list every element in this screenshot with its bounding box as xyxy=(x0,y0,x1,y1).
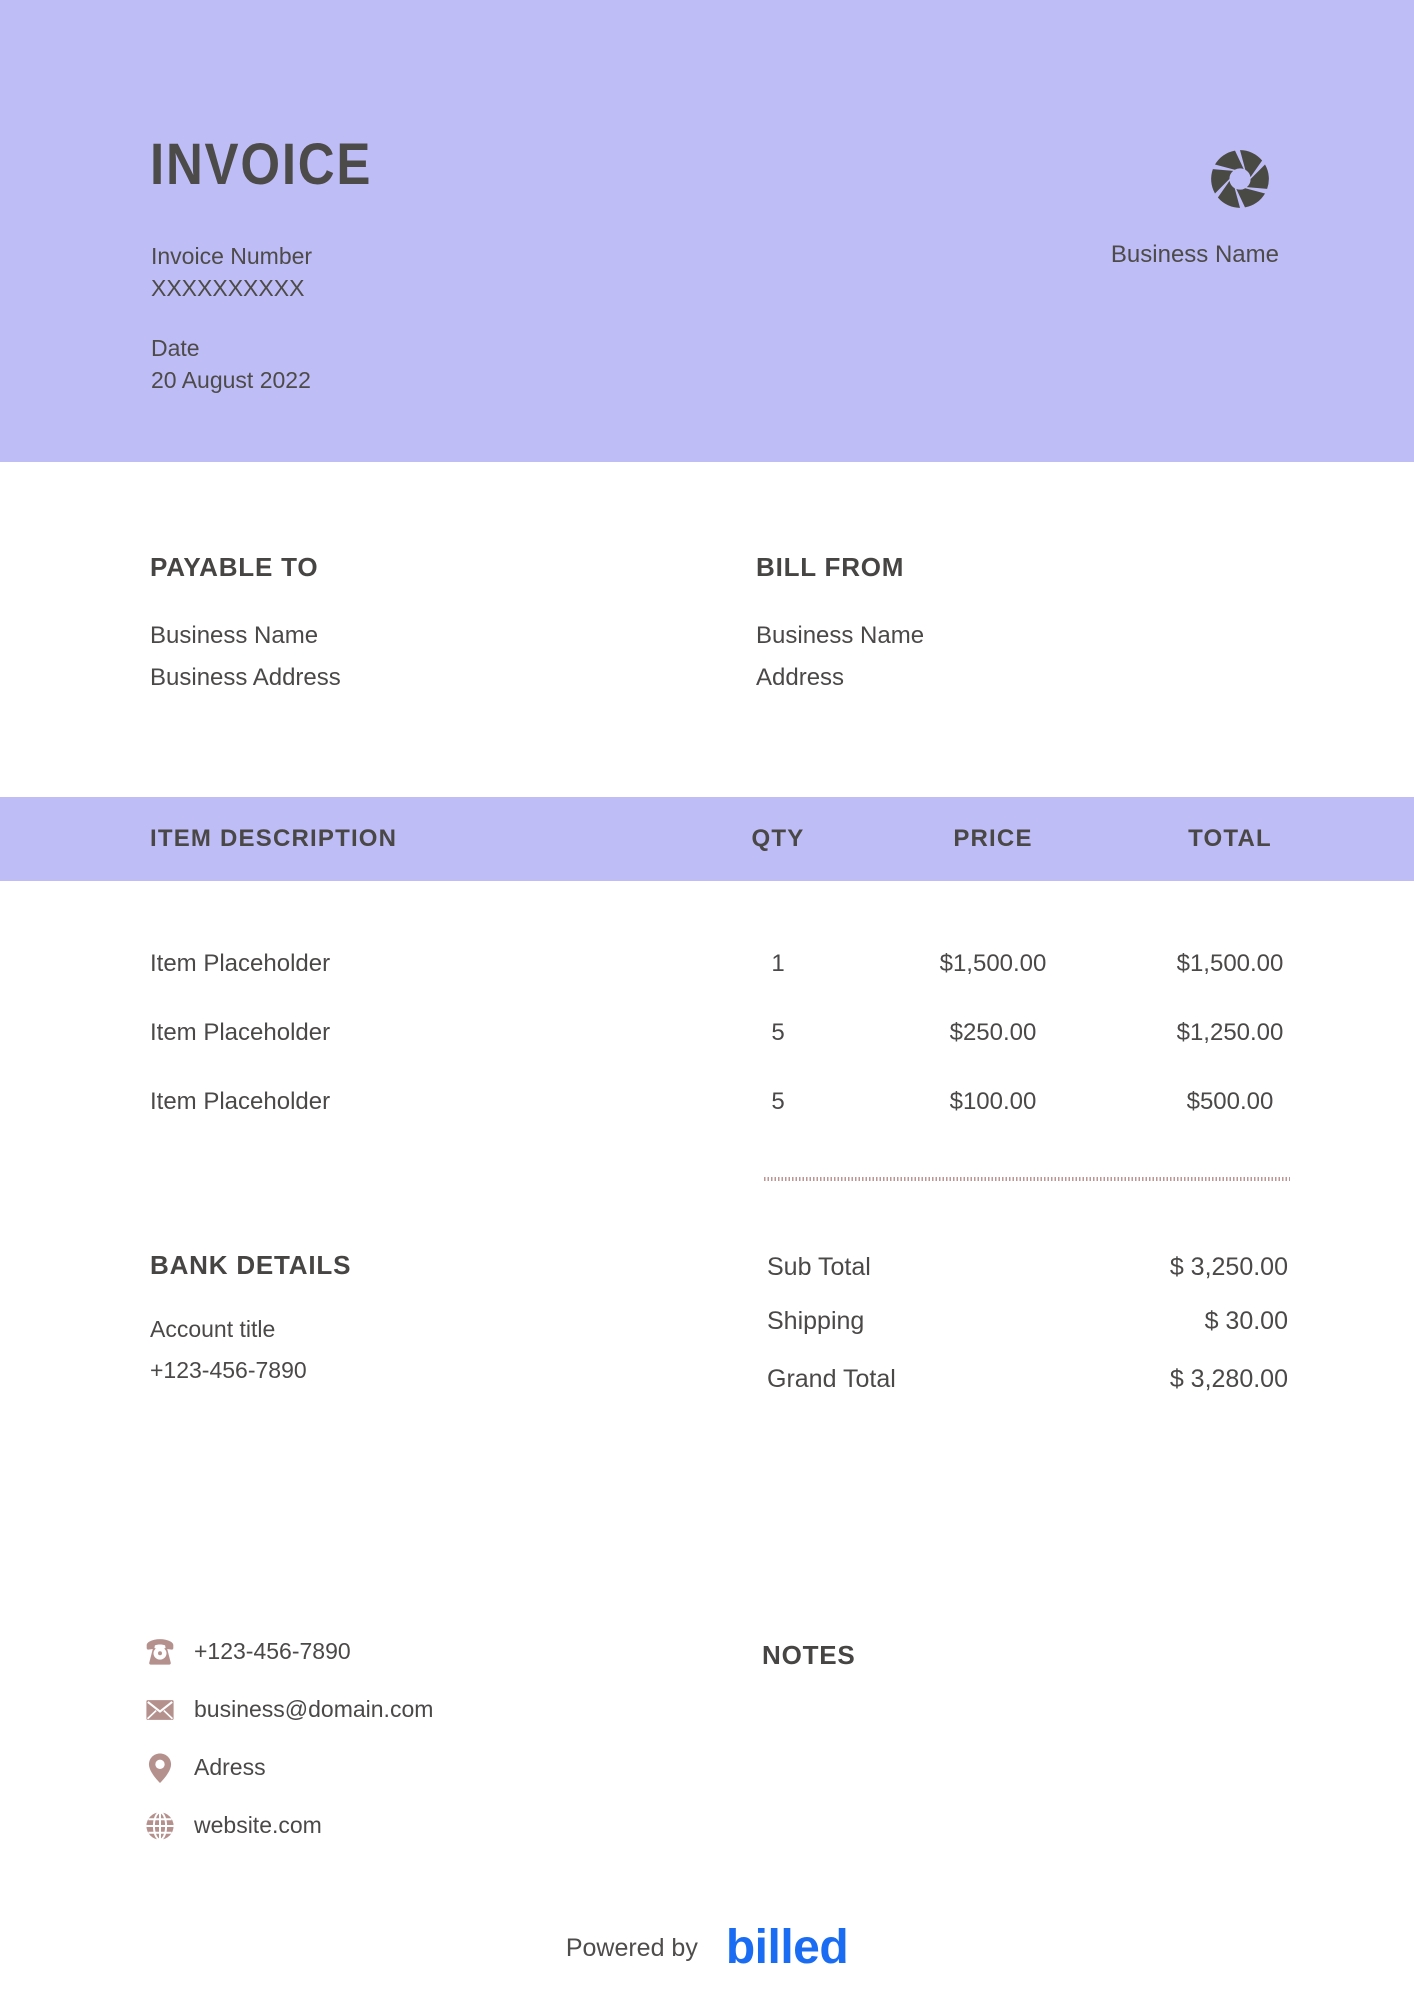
page-title: INVOICE xyxy=(150,132,373,197)
col-header-price: PRICE xyxy=(953,825,1033,852)
invoice-number-block: Invoice Number XXXXXXXXXX xyxy=(151,240,312,304)
location-icon xyxy=(143,1751,177,1785)
grand-total-label: Grand Total xyxy=(767,1365,896,1393)
item-total: $500.00 xyxy=(1186,1087,1274,1115)
bank-details-heading: BANK DETAILS xyxy=(150,1250,352,1280)
bank-details-section: BANK DETAILS Account title +123-456-7890 xyxy=(150,1250,351,1391)
item-description: Item Placeholder xyxy=(150,1087,331,1115)
notes-heading: NOTES xyxy=(762,1640,856,1670)
item-description: Item Placeholder xyxy=(150,1018,331,1046)
item-total: $1,250.00 xyxy=(1176,1018,1284,1046)
payable-to-address: Business Address xyxy=(150,664,341,691)
items-table-header: ITEM DESCRIPTION QTY PRICE TOTAL xyxy=(0,797,1414,881)
totals-divider xyxy=(764,1177,1290,1181)
email-icon xyxy=(143,1693,177,1727)
col-header-total: TOTAL xyxy=(1188,825,1272,852)
header-business-name: Business Name xyxy=(1110,241,1279,268)
invoice-date-label: Date xyxy=(151,335,200,361)
powered-by-text: Powered by xyxy=(565,1933,698,1962)
table-row: Item Placeholder 5 $100.00 $500.00 xyxy=(0,1067,1414,1136)
invoice-date-block: Date 20 August 2022 xyxy=(151,332,311,396)
footer: Powered by billed xyxy=(0,1916,1414,1980)
payable-to-heading: PAYABLE TO xyxy=(150,552,319,582)
subtotal-value: $ 3,250.00 xyxy=(1169,1253,1288,1281)
item-price: $1,500.00 xyxy=(939,949,1047,977)
items-table-body: Item Placeholder 1 $1,500.00 $1,500.00 I… xyxy=(0,929,1414,1136)
contact-phone-row: +123-456-7890 xyxy=(143,1631,351,1672)
contact-address-text: Adress xyxy=(194,1754,266,1780)
phone-icon xyxy=(143,1635,177,1669)
contact-email-text: business@domain.com xyxy=(194,1696,434,1722)
contact-website-text: website.com xyxy=(194,1812,322,1838)
payable-to-name: Business Name xyxy=(150,622,319,649)
invoice-number-value: XXXXXXXXXX xyxy=(151,275,305,301)
shipping-value: $ 30.00 xyxy=(1204,1307,1288,1335)
notes-section: NOTES xyxy=(762,1640,856,1670)
item-qty: 5 xyxy=(771,1087,785,1115)
summary-row-subtotal: Sub Total $ 3,250.00 xyxy=(767,1253,1288,1282)
grand-total-value: $ 3,280.00 xyxy=(1169,1365,1288,1393)
col-header-description: ITEM DESCRIPTION xyxy=(150,825,398,852)
item-qty: 5 xyxy=(771,1018,785,1046)
bill-from-name: Business Name xyxy=(756,622,925,649)
contact-address-row: Adress xyxy=(143,1747,266,1788)
col-header-qty: QTY xyxy=(751,825,805,852)
item-total: $1,500.00 xyxy=(1176,949,1284,977)
billed-logo-link[interactable]: billed xyxy=(725,1921,849,1974)
invoice-header-band: INVOICE Invoice Number XXXXXXXXXX Date 2… xyxy=(0,0,1414,462)
bill-from-heading: BILL FROM xyxy=(756,552,905,582)
bank-account-number: +123-456-7890 xyxy=(150,1357,307,1383)
shipping-label: Shipping xyxy=(767,1307,865,1335)
summary-row-shipping: Shipping $ 30.00 xyxy=(767,1307,1288,1336)
bill-from-address: Address xyxy=(756,664,845,691)
item-price: $100.00 xyxy=(949,1087,1037,1115)
item-qty: 1 xyxy=(771,949,785,977)
bank-account-title: Account title xyxy=(150,1316,276,1342)
contact-website-row: website.com xyxy=(143,1805,322,1846)
contact-email-row: business@domain.com xyxy=(143,1689,433,1730)
table-row: Item Placeholder 5 $250.00 $1,250.00 xyxy=(0,998,1414,1067)
payable-to-section: PAYABLE TO Business Name Business Addres… xyxy=(150,552,341,699)
item-description: Item Placeholder xyxy=(150,949,331,977)
item-price: $250.00 xyxy=(949,1018,1037,1046)
bill-from-section: BILL FROM Business Name Address xyxy=(756,552,924,699)
table-row: Item Placeholder 1 $1,500.00 $1,500.00 xyxy=(0,929,1414,998)
subtotal-label: Sub Total xyxy=(767,1253,871,1281)
invoice-date-value: 20 August 2022 xyxy=(151,367,311,393)
invoice-number-label: Invoice Number xyxy=(151,243,313,269)
globe-icon xyxy=(143,1809,177,1843)
aperture-icon xyxy=(1202,141,1278,217)
contact-phone-text: +123-456-7890 xyxy=(194,1638,351,1664)
summary-row-grand-total: Grand Total $ 3,280.00 xyxy=(767,1365,1288,1394)
